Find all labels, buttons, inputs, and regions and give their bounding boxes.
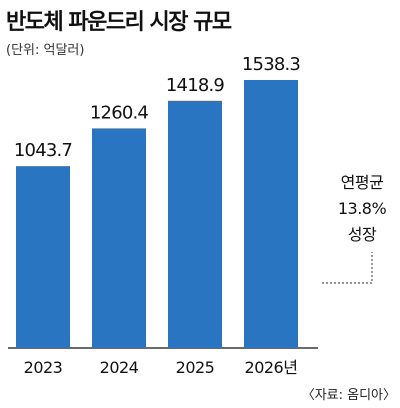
- x-tick-label: 2025: [176, 358, 215, 377]
- bar-value-label: 1043.7: [14, 140, 72, 161]
- growth-rate-value: 13.8%: [337, 199, 387, 218]
- unit-label: (단위: 억달러): [6, 43, 85, 58]
- growth-label-line1: 연평균: [340, 173, 384, 192]
- growth-connector-line: [322, 252, 373, 284]
- bar: [244, 80, 298, 348]
- source-note: 〈자료: 옴디아〉: [301, 388, 396, 403]
- x-tick-label: 2023: [24, 358, 63, 377]
- growth-label-line3: 성장: [347, 225, 377, 244]
- bar-value-label: 1538.3: [242, 54, 301, 75]
- bar: [16, 166, 70, 348]
- bar-value-label: 1418.9: [166, 75, 225, 96]
- bar: [168, 100, 222, 348]
- x-tick-label: 2024: [100, 358, 139, 377]
- bar: [92, 128, 146, 348]
- x-tick-label: 2026년: [245, 358, 298, 377]
- bar-value-label: 1260.4: [90, 102, 149, 123]
- growth-annotation: 연평균 13.8% 성장: [326, 170, 398, 248]
- chart-title: 반도체 파운드리 시장 규모: [6, 10, 232, 35]
